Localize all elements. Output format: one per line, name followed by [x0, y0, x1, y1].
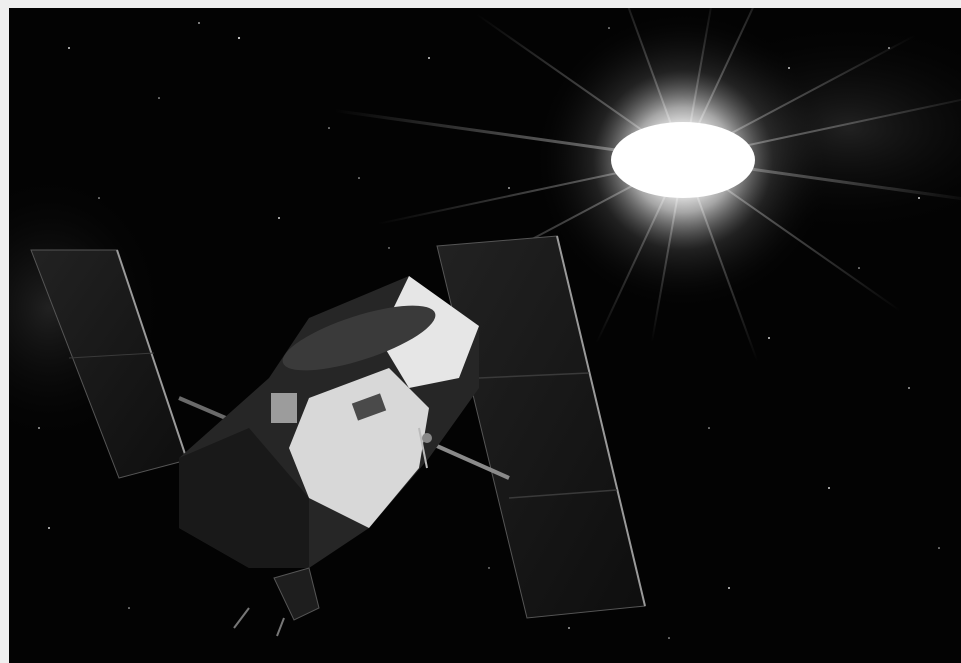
star-icon	[608, 27, 610, 29]
star-icon	[568, 627, 570, 629]
star-icon	[98, 197, 100, 199]
star-icon	[428, 57, 430, 59]
star-icon	[728, 587, 730, 589]
star-icon	[48, 527, 50, 529]
antenna-dish	[422, 433, 432, 443]
antenna-whip	[276, 617, 285, 637]
star-icon	[68, 47, 70, 49]
star-icon	[237, 36, 241, 40]
star-icon	[128, 607, 130, 609]
star-icon	[668, 637, 670, 639]
thruster-nozzle	[273, 567, 320, 621]
thermal-blanket	[271, 393, 297, 423]
star-icon	[508, 187, 510, 189]
satellite-face-dark	[179, 428, 309, 568]
star-icon	[768, 337, 770, 339]
star-icon	[198, 22, 200, 24]
star-icon	[158, 97, 160, 99]
star-icon	[858, 267, 860, 269]
star-icon	[328, 127, 330, 129]
star-icon	[708, 427, 710, 429]
star-icon	[38, 427, 40, 429]
satellite-face-lit	[289, 368, 429, 528]
star-icon	[388, 247, 390, 249]
star-icon	[918, 197, 920, 199]
instrument-box	[351, 393, 387, 421]
solar-panel-icon	[436, 235, 646, 619]
star-icon	[938, 547, 940, 549]
space-photo-frame	[9, 8, 961, 663]
star-icon	[908, 387, 910, 389]
satellite-icon	[30, 235, 646, 637]
satellite-face-lit	[379, 276, 479, 388]
space-scene	[9, 8, 961, 663]
star-icon	[488, 567, 490, 569]
star-icon	[278, 217, 280, 219]
antenna-post	[418, 427, 428, 469]
antenna-ring	[282, 305, 436, 371]
sun-core	[611, 122, 755, 198]
antenna-whip	[233, 607, 250, 629]
star-icon	[358, 177, 360, 179]
star-icon	[828, 487, 830, 489]
